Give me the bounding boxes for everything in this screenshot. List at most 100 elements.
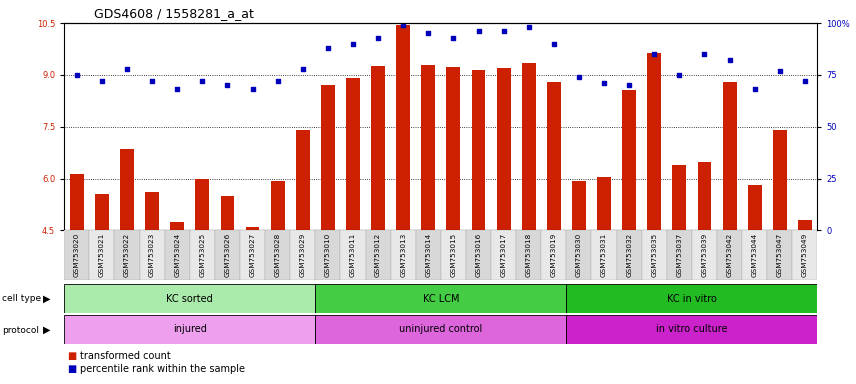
Text: GSM753022: GSM753022	[124, 233, 130, 277]
Point	[270, 78, 284, 84]
Text: GSM753020: GSM753020	[74, 233, 80, 277]
Text: GSM753037: GSM753037	[676, 233, 682, 277]
Point	[195, 78, 209, 84]
Point	[95, 78, 109, 84]
Bar	[767, 230, 793, 280]
Point	[221, 82, 235, 88]
Bar	[265, 230, 290, 280]
Text: GSM753044: GSM753044	[752, 233, 758, 277]
Point	[773, 68, 787, 74]
Bar	[115, 230, 140, 280]
Text: GSM753042: GSM753042	[727, 233, 733, 277]
Bar	[496, 68, 510, 384]
Point	[748, 86, 762, 93]
Text: GSM753025: GSM753025	[199, 233, 205, 277]
Bar	[120, 149, 134, 384]
Bar	[341, 230, 366, 280]
Bar	[717, 230, 742, 280]
Bar	[64, 284, 315, 313]
Bar	[748, 185, 762, 384]
Text: GSM753035: GSM753035	[651, 233, 657, 277]
Text: KC sorted: KC sorted	[166, 293, 213, 304]
Text: GSM753012: GSM753012	[375, 233, 381, 277]
Bar	[270, 181, 284, 384]
Text: in vitro culture: in vitro culture	[657, 324, 728, 334]
Bar	[164, 230, 190, 280]
Bar	[140, 230, 164, 280]
Bar	[447, 67, 461, 384]
Text: GSM753015: GSM753015	[450, 233, 456, 277]
Point	[346, 41, 360, 47]
Text: ▶: ▶	[43, 294, 51, 304]
Bar	[567, 315, 817, 344]
Point	[296, 66, 310, 72]
Point	[698, 51, 711, 57]
Text: KC LCM: KC LCM	[423, 293, 459, 304]
Point	[421, 30, 435, 36]
Text: GSM753031: GSM753031	[601, 233, 607, 277]
Point	[120, 66, 134, 72]
Bar	[572, 181, 586, 384]
Text: GSM753021: GSM753021	[98, 233, 105, 277]
Point	[597, 80, 611, 86]
Bar	[64, 315, 315, 344]
Point	[496, 28, 510, 35]
Point	[673, 72, 687, 78]
Text: GSM753026: GSM753026	[224, 233, 230, 277]
Text: GSM753014: GSM753014	[425, 233, 431, 277]
Bar	[793, 230, 817, 280]
Bar	[315, 230, 341, 280]
Point	[321, 45, 335, 51]
Bar	[240, 230, 265, 280]
Text: GSM753018: GSM753018	[526, 233, 532, 277]
Bar	[722, 83, 736, 384]
Text: uninjured control: uninjured control	[399, 324, 483, 334]
Bar	[396, 25, 410, 384]
Bar	[466, 230, 491, 280]
Text: GSM753032: GSM753032	[626, 233, 633, 277]
Text: protocol: protocol	[2, 326, 39, 335]
Text: GSM753023: GSM753023	[149, 233, 155, 277]
Point	[447, 35, 461, 41]
Bar	[541, 230, 567, 280]
Text: GDS4608 / 1558281_a_at: GDS4608 / 1558281_a_at	[94, 7, 254, 20]
Text: GSM753016: GSM753016	[475, 233, 482, 277]
Bar	[421, 65, 435, 384]
Point	[372, 35, 385, 41]
Text: GSM753019: GSM753019	[550, 233, 557, 277]
Text: ■: ■	[67, 351, 76, 361]
Text: percentile rank within the sample: percentile rank within the sample	[80, 364, 245, 374]
Bar	[195, 179, 209, 384]
Text: GSM753039: GSM753039	[701, 233, 708, 277]
Bar	[296, 130, 310, 384]
Bar	[246, 227, 259, 384]
Bar	[547, 83, 561, 384]
Bar	[441, 230, 466, 280]
Text: GSM753010: GSM753010	[324, 233, 331, 277]
Point	[622, 82, 636, 88]
Point	[547, 41, 561, 47]
Point	[647, 51, 661, 57]
Text: GSM753049: GSM753049	[802, 233, 808, 277]
Bar	[315, 315, 567, 344]
Bar	[591, 230, 616, 280]
Bar	[315, 284, 567, 313]
Text: GSM753030: GSM753030	[576, 233, 582, 277]
Bar	[190, 230, 215, 280]
Text: transformed count: transformed count	[80, 351, 170, 361]
Text: GSM753029: GSM753029	[300, 233, 306, 277]
Bar	[491, 230, 516, 280]
Bar	[567, 284, 817, 313]
Text: KC in vitro: KC in vitro	[667, 293, 716, 304]
Text: GSM753011: GSM753011	[350, 233, 356, 277]
Text: GSM753028: GSM753028	[275, 233, 281, 277]
Text: GSM753047: GSM753047	[776, 233, 783, 277]
Bar	[170, 222, 184, 384]
Text: GSM753013: GSM753013	[400, 233, 407, 277]
Bar	[321, 85, 335, 384]
Bar	[64, 230, 89, 280]
Text: cell type: cell type	[2, 294, 41, 303]
Text: GSM753027: GSM753027	[249, 233, 256, 277]
Bar	[522, 63, 536, 384]
Bar	[616, 230, 642, 280]
